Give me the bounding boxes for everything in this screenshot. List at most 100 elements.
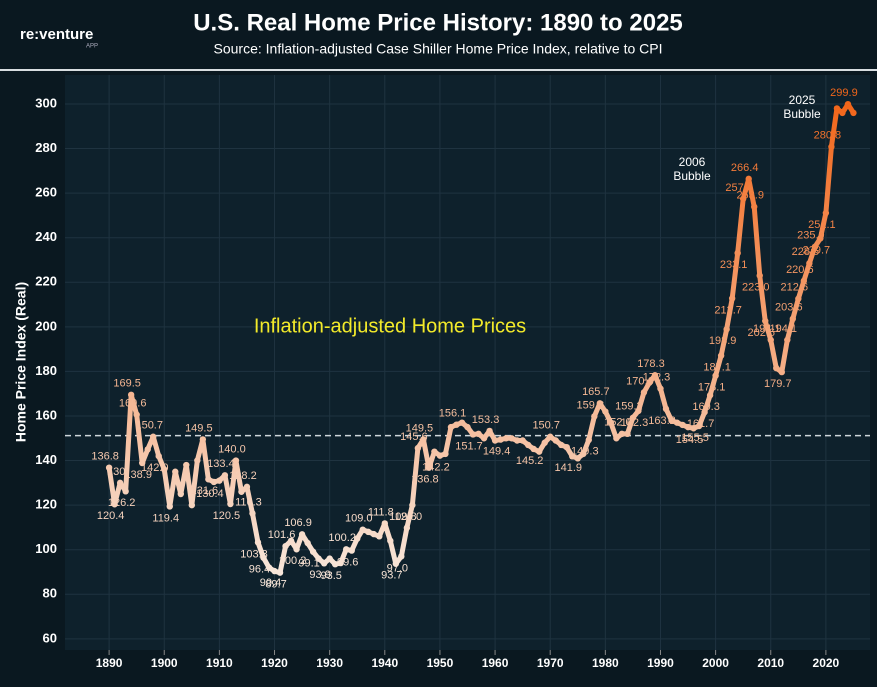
data-label: 233.1 (720, 259, 748, 271)
x-tick-label: 1920 (261, 656, 288, 670)
point (530, 445, 537, 453)
x-tick-label: 1980 (592, 656, 619, 670)
data-label: 253.9 (736, 190, 764, 202)
data-label: 149.4 (483, 446, 511, 458)
x-tick-label: 1910 (206, 656, 233, 670)
data-label: 100.2 (279, 555, 307, 567)
data-label: 109.0 (345, 513, 373, 525)
data-label: 156.1 (439, 408, 467, 420)
data-label: 239.7 (803, 244, 831, 256)
point (205, 476, 212, 483)
point (298, 531, 306, 538)
point (508, 435, 515, 442)
point (409, 501, 416, 509)
point (751, 203, 758, 210)
data-label: 170.6 (626, 375, 654, 387)
point (822, 209, 830, 217)
point (502, 435, 510, 442)
data-label: 150.7 (135, 420, 163, 432)
point (640, 389, 648, 396)
point (728, 295, 736, 302)
data-label: 212.6 (781, 282, 809, 294)
point (431, 448, 438, 455)
point (348, 547, 355, 554)
point (183, 461, 190, 469)
x-tick-label: 1960 (482, 656, 509, 670)
data-label: 145.2 (516, 455, 544, 467)
point (668, 417, 675, 424)
point (624, 430, 631, 438)
point (238, 488, 245, 495)
annotation: Bubble (783, 107, 821, 121)
point (381, 520, 388, 527)
point (657, 385, 664, 392)
point (188, 501, 196, 509)
point (778, 368, 785, 376)
data-label: 136.8 (411, 474, 439, 486)
data-label: 93.5 (320, 570, 341, 582)
y-tick-label: 260 (35, 185, 57, 200)
data-label: 109.8 (389, 511, 417, 523)
point (607, 419, 615, 426)
point (491, 437, 499, 444)
data-label: 130.4 (196, 488, 224, 500)
point (392, 560, 400, 567)
point (320, 560, 328, 567)
point (403, 524, 411, 532)
y-tick-label: 180 (35, 363, 57, 378)
point (811, 243, 819, 251)
point (580, 450, 587, 458)
data-label: 149.5 (185, 422, 213, 434)
point (282, 542, 289, 550)
point (172, 468, 179, 475)
x-tick-label: 1890 (96, 656, 123, 670)
point (315, 555, 322, 562)
point (260, 554, 267, 561)
point (365, 528, 372, 536)
data-label: 140.0 (218, 443, 246, 455)
data-label: 151.7 (455, 440, 483, 452)
point (127, 391, 135, 399)
point (243, 483, 251, 491)
point (756, 272, 763, 279)
point (177, 490, 184, 498)
point (293, 546, 300, 553)
point (464, 423, 471, 431)
data-label: 187.1 (703, 361, 731, 373)
data-label: 90.4 (260, 577, 281, 589)
data-label: 169.3 (692, 401, 720, 413)
data-label: 128.2 (229, 470, 257, 482)
point (591, 413, 598, 420)
data-label: 194.1 (753, 323, 781, 335)
data-label: 165.7 (582, 386, 610, 398)
data-label: 93.9 (309, 569, 330, 581)
point (287, 537, 295, 544)
point (684, 423, 692, 431)
data-label: 138.9 (124, 469, 152, 481)
point (326, 555, 333, 562)
point (486, 427, 493, 435)
point (690, 425, 697, 432)
point (613, 435, 620, 442)
point (265, 564, 273, 571)
point (398, 553, 405, 560)
point (122, 488, 129, 495)
point (547, 433, 554, 440)
point (773, 364, 780, 372)
point (806, 260, 813, 267)
point (651, 372, 659, 379)
data-label: 145.6 (400, 431, 428, 443)
data-label: 198.9 (709, 335, 737, 347)
point (425, 464, 433, 471)
data-label: 179.7 (764, 378, 792, 390)
data-label: 149.5 (406, 422, 434, 434)
data-label: 142.0 (141, 462, 169, 474)
point (569, 453, 576, 460)
point (762, 317, 769, 325)
point (695, 422, 703, 430)
data-label: 160.6 (119, 398, 147, 410)
point (800, 277, 808, 285)
data-label: 103.3 (240, 548, 268, 560)
data-label: 149.3 (571, 446, 599, 458)
